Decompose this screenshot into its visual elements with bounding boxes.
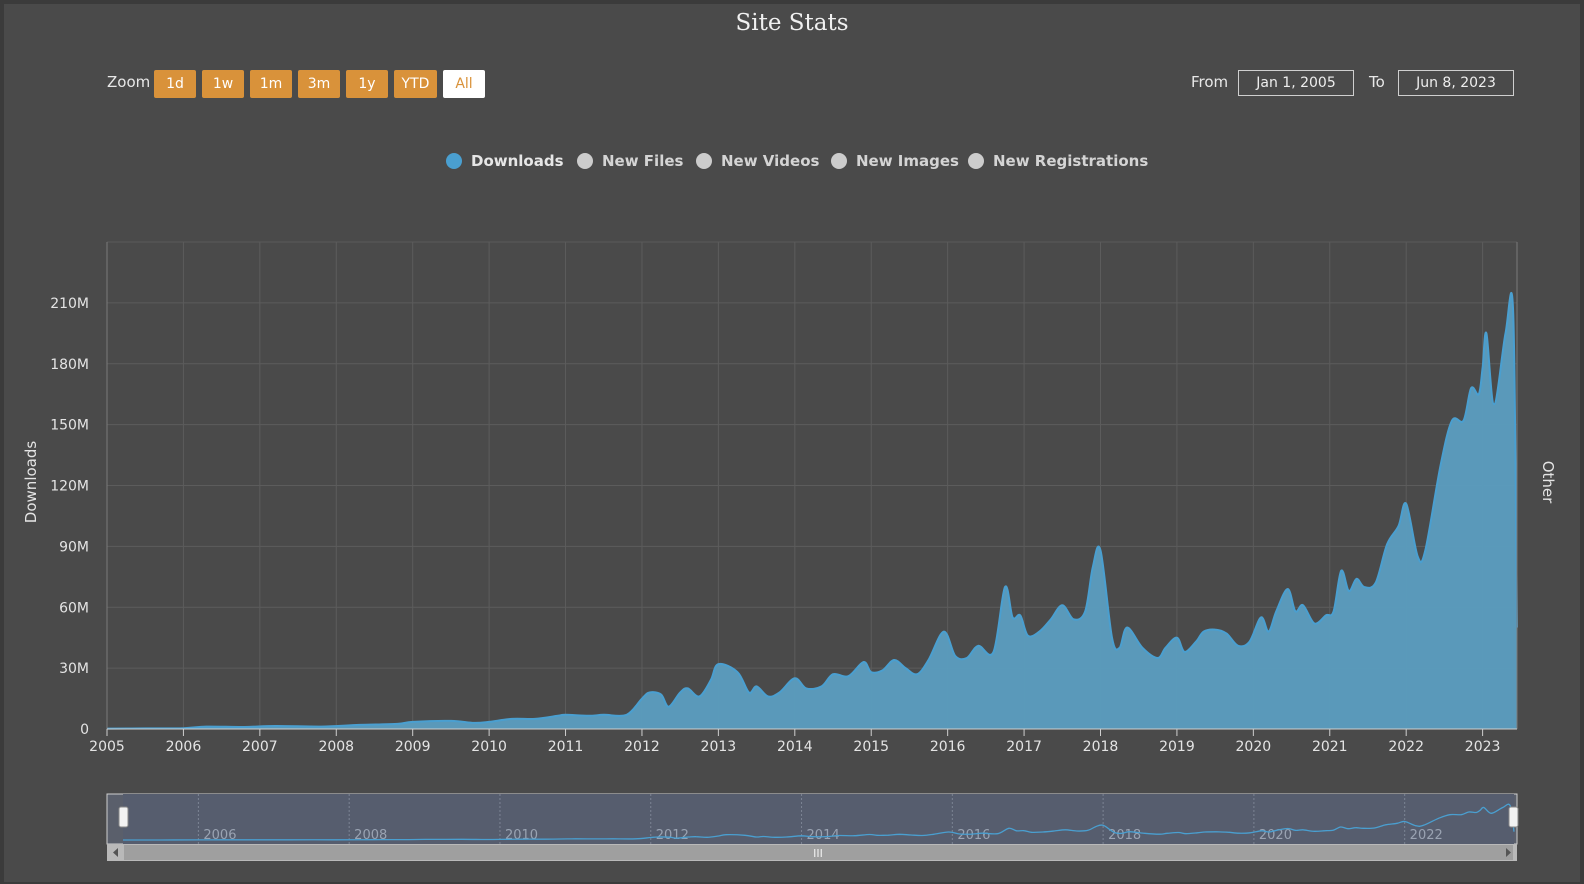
series-layer: [106, 292, 1518, 730]
to-date-input[interactable]: [1398, 70, 1514, 96]
navigator-right-handle[interactable]: [1508, 806, 1519, 828]
x-tick-label: 2006: [166, 739, 202, 755]
to-label: To: [1369, 73, 1385, 91]
zoom-all-button[interactable]: All: [443, 70, 485, 98]
zoom-ytd-button[interactable]: YTD: [394, 70, 437, 98]
axis-layer: 0 30M 60M 90M 120M 150M 180M 210M 2005 2006 2007 20…: [50, 242, 1518, 755]
legend-label: New Files: [602, 152, 684, 170]
legend-dot-icon: [577, 153, 593, 169]
navigator-tick-label: 2018: [1108, 828, 1141, 843]
x-tick-label: 2016: [930, 739, 966, 755]
navigator-tick-label: 2010: [505, 828, 538, 843]
scroll-right-arrow-icon[interactable]: [1506, 848, 1511, 857]
scrollbar-thumb[interactable]: [124, 845, 1513, 860]
navigator-tick-label: 2022: [1410, 828, 1443, 843]
y-tick-label: 120M: [50, 479, 89, 495]
zoom-1m-button[interactable]: 1m: [250, 70, 292, 98]
navigator-tick-label: 2008: [354, 828, 387, 843]
scroll-left-arrow-icon[interactable]: [113, 848, 118, 857]
legend-dot-icon: [446, 153, 462, 169]
legend-dot-icon: [831, 153, 847, 169]
zoom-1y-button[interactable]: 1y: [346, 70, 388, 98]
scrollbar-grip-icon: III: [813, 847, 823, 860]
legend-label: New Registrations: [993, 152, 1149, 170]
x-tick-label: 2013: [701, 739, 737, 755]
zoom-label: Zoom: [107, 73, 151, 91]
x-tick-label: 2014: [777, 739, 813, 755]
downloads-line: [106, 292, 1518, 730]
navigator-tick-label: 2006: [203, 828, 236, 843]
y-tick-label: 30M: [59, 661, 89, 677]
from-date-input[interactable]: [1238, 70, 1354, 96]
x-tick-label: 2005: [89, 739, 125, 755]
navigator-tick-label: 2016: [957, 828, 990, 843]
x-tick-label: 2012: [624, 739, 660, 755]
right-axis-title: Other: [1539, 461, 1557, 504]
x-tick-label: 2007: [242, 739, 278, 755]
zoom-3m-button[interactable]: 3m: [298, 70, 340, 98]
x-tick-label: 2011: [548, 739, 584, 755]
legend-label: New Images: [856, 152, 959, 170]
legend-label: Downloads: [471, 152, 564, 170]
navigator-tick-label: 2014: [807, 828, 840, 843]
y-tick-label: 0: [80, 722, 89, 738]
legend-label: New Videos: [721, 152, 820, 170]
navigator-tick-label: 2012: [656, 828, 689, 843]
x-tick-label: 2015: [853, 739, 889, 755]
chart-container: [4, 4, 1580, 882]
legend-dot-icon: [968, 153, 984, 169]
y-axis-title: Downloads: [22, 441, 40, 524]
legend-item-new-images[interactable]: New Images: [831, 150, 959, 172]
legend-item-new-videos[interactable]: New Videos: [696, 150, 819, 172]
x-tick-label: 2019: [1159, 739, 1195, 755]
x-tick-label: 2018: [1083, 739, 1119, 755]
scrollbar[interactable]: III: [107, 844, 1517, 861]
x-tick-label: 2010: [471, 739, 507, 755]
x-tick-label: 2020: [1236, 739, 1272, 755]
navigator-left-handle[interactable]: [118, 806, 129, 828]
legend-item-new-registrations[interactable]: New Registrations: [968, 150, 1148, 172]
x-tick-label: 2022: [1388, 739, 1424, 755]
navigator-series-line: [122, 803, 1515, 841]
zoom-1d-button[interactable]: 1d: [154, 70, 196, 98]
from-label: From: [1191, 73, 1229, 91]
y-tick-label: 90M: [59, 539, 89, 555]
y-tick-label: 150M: [50, 418, 89, 434]
navigator-selection: [123, 794, 1514, 844]
legend-item-new-files[interactable]: New Files: [577, 150, 683, 172]
legend-item-downloads[interactable]: Downloads: [446, 150, 564, 172]
x-tick-label: 2021: [1312, 739, 1348, 755]
zoom-1w-button[interactable]: 1w: [202, 70, 244, 98]
y-tick-label: 180M: [50, 357, 89, 373]
x-tick-label: 2017: [1006, 739, 1042, 755]
downloads-area: [107, 292, 1517, 729]
y-tick-label: 60M: [59, 600, 89, 616]
chart-title: Site Stats: [735, 10, 849, 36]
legend-dot-icon: [696, 153, 712, 169]
navigator[interactable]: 2006 2008 2010 2012 2014 2016 2018 2020 2022: [106, 793, 1519, 845]
x-tick-label: 2009: [395, 739, 431, 755]
x-tick-label: 2023: [1465, 739, 1501, 755]
y-tick-label: 210M: [50, 296, 89, 312]
x-tick-label: 2008: [318, 739, 354, 755]
